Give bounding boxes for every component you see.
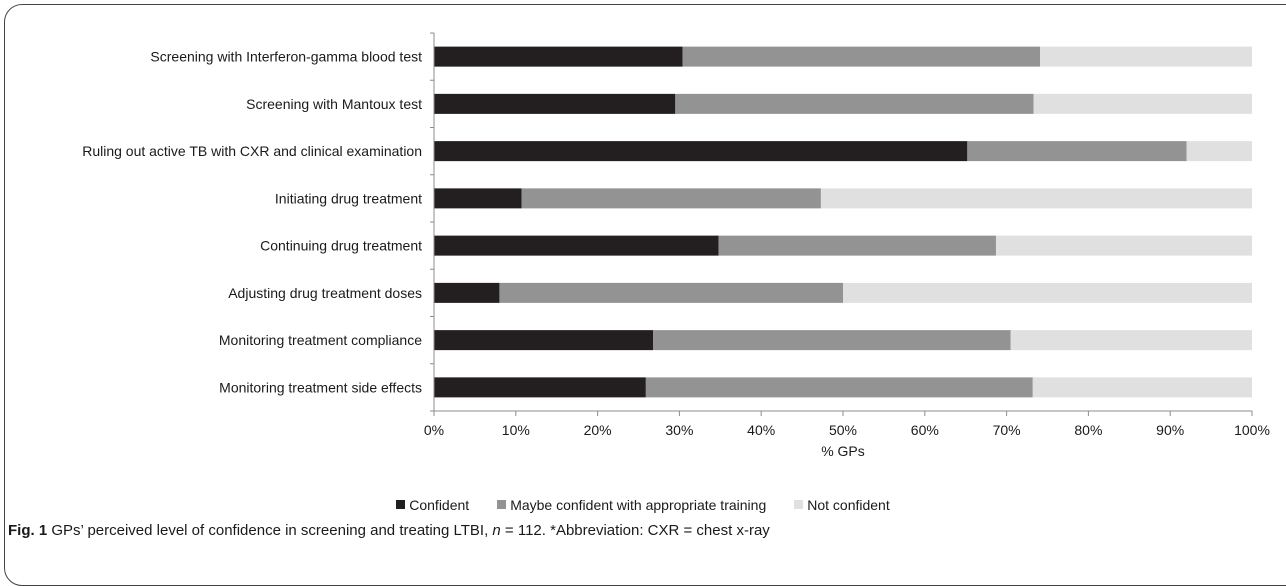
bar-segment-2-row-2: [675, 93, 1034, 114]
category-label: Ruling out active TB with CXR and clinic…: [82, 143, 422, 159]
x-tick-label: 70%: [993, 422, 1021, 438]
bar-segment-2-row-4: [521, 188, 821, 209]
caption-text-before: GPs’ perceived level of confidence in sc…: [47, 522, 493, 539]
bar-segment-2-row-5: [718, 235, 996, 256]
bar-segment-2-row-8: [645, 377, 1033, 398]
bar-segment-1-row-4: [434, 188, 522, 209]
legend-label: Not confident: [807, 496, 890, 513]
bar-segment-3-row-1: [1040, 46, 1252, 67]
bar-segment-2-row-1: [682, 46, 1041, 67]
x-axis-title: % GPs: [821, 443, 865, 459]
category-label: Monitoring treatment compliance: [219, 332, 422, 348]
chart-legend: Confident Maybe confident with appropriat…: [0, 496, 1286, 513]
category-label: Screening with Interferon-gamma blood te…: [150, 49, 422, 65]
x-tick-label: 100%: [1234, 422, 1270, 438]
caption-text-after: = 112. *Abbreviation: CXR = chest x-ray: [500, 522, 770, 539]
bar-segment-1-row-3: [434, 141, 968, 162]
bar-segment-1-row-5: [434, 235, 719, 256]
bar-segment-2-row-3: [967, 141, 1187, 162]
x-tick-label: 50%: [829, 422, 857, 438]
legend-item-1: Confident: [396, 497, 469, 513]
bar-segment-3-row-5: [995, 235, 1252, 256]
figure-label: Fig. 1: [8, 522, 48, 539]
bar-segment-1-row-7: [434, 330, 654, 351]
bar-segment-3-row-4: [820, 188, 1252, 209]
legend-swatch: [497, 500, 507, 509]
legend-label: Maybe confident with appropriate trainin…: [510, 496, 767, 513]
legend-label: Confident: [409, 496, 470, 513]
category-label: Initiating drug treatment: [275, 190, 422, 206]
x-tick-label: 20%: [584, 422, 612, 438]
bar-segment-1-row-1: [434, 46, 683, 67]
legend-item-2: Maybe confident with appropriate trainin…: [497, 497, 766, 513]
bar-segment-1-row-6: [434, 282, 500, 303]
caption-n-symbol: n: [492, 522, 501, 539]
figure-caption: Fig. 1 GPs’ perceived level of confidenc…: [8, 522, 770, 539]
x-tick-label: 30%: [665, 422, 693, 438]
category-label: Monitoring treatment side effects: [219, 379, 422, 395]
bar-segment-3-row-8: [1032, 377, 1252, 398]
x-tick-label: 80%: [1074, 422, 1102, 438]
bar-segment-1-row-2: [434, 93, 676, 114]
legend-item-3: Not confident: [794, 497, 890, 513]
category-label: Adjusting drug treatment doses: [228, 285, 422, 301]
x-tick-label: 90%: [1156, 422, 1184, 438]
category-label: Screening with Mantoux test: [246, 96, 422, 112]
stacked-bar-chart: Screening with Interferon-gamma blood te…: [82, 32, 1270, 459]
bar-segment-3-row-6: [843, 282, 1252, 303]
x-tick-label: 10%: [502, 422, 530, 438]
bar-segment-2-row-6: [499, 282, 843, 303]
x-tick-label: 0%: [424, 422, 444, 438]
legend-swatch: [396, 500, 406, 509]
legend-swatch: [794, 500, 804, 509]
bar-segment-3-row-7: [1010, 330, 1252, 351]
bar-segment-3-row-2: [1033, 93, 1252, 114]
x-tick-label: 60%: [911, 422, 939, 438]
x-tick-label: 40%: [747, 422, 775, 438]
bar-segment-1-row-8: [434, 377, 646, 398]
bar-segment-2-row-7: [653, 330, 1011, 351]
category-label: Continuing drug treatment: [260, 238, 422, 254]
bar-segment-3-row-3: [1186, 141, 1252, 162]
